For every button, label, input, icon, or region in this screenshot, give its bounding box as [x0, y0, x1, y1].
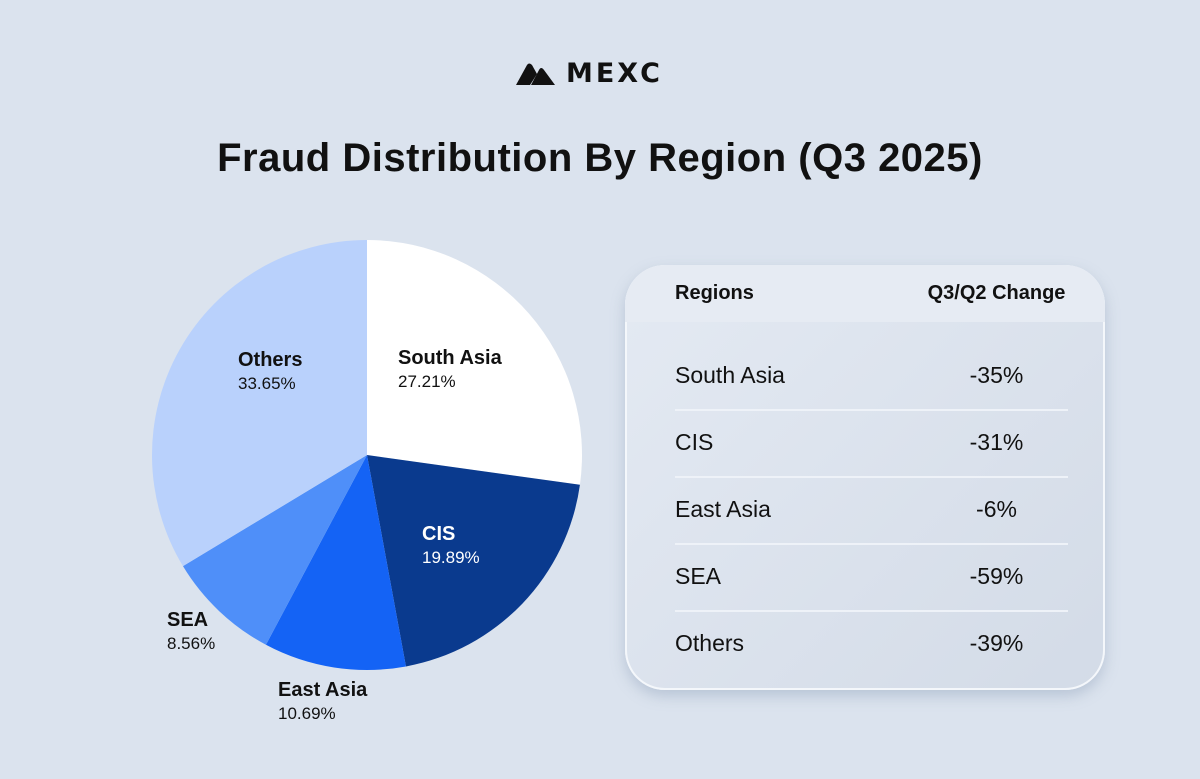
- table-header: Regions Q3/Q2 Change: [625, 265, 1105, 322]
- pie-slice-cis: [367, 455, 580, 667]
- slice-label-south-asia: South Asia 27.21%: [398, 347, 502, 391]
- change-cell: -35%: [969, 362, 1024, 388]
- region-cell: South Asia: [675, 362, 785, 388]
- pie-slice-south-asia: [367, 240, 582, 485]
- table-row: East Asia -6%: [675, 476, 1068, 545]
- change-cell: -59%: [969, 563, 1024, 589]
- table-row: SEA -59%: [675, 543, 1068, 612]
- header-change: Q3/Q2 Change: [927, 282, 1066, 304]
- pie-slice-others: [152, 240, 367, 567]
- change-cell: -6%: [976, 496, 1017, 522]
- brand-name: MEXC: [566, 58, 663, 89]
- change-table: Regions Q3/Q2 Change South Asia -35% CIS -…: [625, 265, 1105, 690]
- table-row: South Asia -35%: [675, 342, 1068, 411]
- pie-chart: [152, 240, 582, 670]
- region-cell: East Asia: [675, 496, 771, 522]
- slice-label-east-asia: East Asia 10.69%: [278, 679, 368, 723]
- mexc-logo-icon: [516, 63, 555, 85]
- slice-label-sea: SEA 8.56%: [167, 609, 216, 653]
- page-title: Fraud Distribution By Region (Q3 2025): [217, 136, 983, 180]
- region-cell: CIS: [675, 429, 714, 455]
- table-row: Others -39%: [675, 610, 1068, 677]
- table-row: CIS -31%: [675, 409, 1068, 478]
- pie-slice-east-asia: [265, 455, 406, 670]
- change-cell: -39%: [969, 630, 1024, 656]
- region-cell: Others: [675, 630, 745, 656]
- slice-label-others: Others 33.65%: [238, 349, 303, 393]
- slice-label-cis: CIS 19.89%: [422, 523, 480, 567]
- region-cell: SEA: [675, 563, 722, 589]
- pie-slice-sea: [182, 455, 367, 645]
- brand-logo: MEXC: [516, 58, 663, 89]
- change-cell: -31%: [969, 429, 1024, 455]
- header-regions: Regions: [675, 282, 754, 304]
